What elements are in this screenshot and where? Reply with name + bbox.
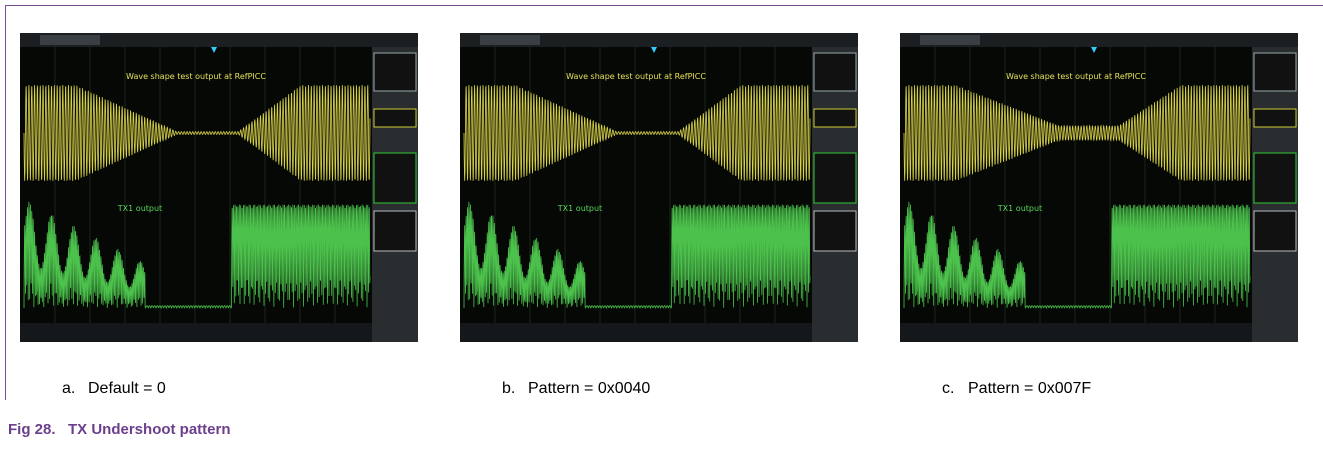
caption-text: Pattern = 0x0040	[528, 380, 651, 397]
scope-info-box	[373, 52, 417, 92]
scope-topbar	[20, 33, 418, 47]
scope-topbar	[900, 33, 1298, 47]
scope-channel: TX1 output	[117, 204, 162, 213]
scope-info-box	[813, 210, 857, 252]
trigger-marker	[651, 47, 657, 53]
scope-info-box	[1253, 152, 1297, 204]
caption: a. Default = 0	[62, 380, 166, 398]
caption-text: Default = 0	[88, 380, 166, 397]
waveform	[903, 201, 1251, 310]
scope-info-box	[373, 210, 417, 252]
caption: b. Pattern = 0x0040	[502, 380, 650, 398]
scope-bottombar	[20, 323, 372, 342]
scope-channel: TX1 output	[557, 204, 602, 213]
scope-topbar	[460, 33, 858, 47]
waveform	[23, 84, 371, 182]
scope-info-box	[373, 152, 417, 204]
scope-tab	[40, 35, 100, 45]
figure-title: Fig 28. TX Undershoot pattern	[8, 421, 231, 438]
figure-frame	[5, 5, 1323, 400]
waveform	[463, 201, 811, 310]
scope-bottombar	[460, 323, 812, 342]
scope-channel: TX1 output	[997, 204, 1042, 213]
scope-tab	[920, 35, 980, 45]
scope-title: Wave shape test output at RefPICC	[1006, 72, 1146, 81]
caption-label: a.	[62, 380, 76, 397]
scope-info-box	[1253, 210, 1297, 252]
scope-screenshot: Wave shape test output at RefPICC TX1 out…	[460, 33, 858, 342]
scope-info-box	[813, 152, 857, 204]
scope-screenshot: Wave shape test output at RefPICC TX1 out…	[20, 33, 418, 342]
waveform	[463, 84, 811, 182]
waveform	[23, 201, 371, 310]
scope-info-box	[813, 108, 857, 128]
trigger-marker	[1091, 47, 1097, 53]
caption-label: c.	[942, 380, 955, 397]
caption-text: Pattern = 0x007F	[968, 380, 1092, 397]
scope-title: Wave shape test output at RefPICC	[126, 72, 266, 81]
scope-info-box	[1253, 108, 1297, 128]
waveform	[903, 84, 1251, 182]
caption-label: b.	[502, 380, 516, 397]
scope-bottombar	[900, 323, 1252, 342]
scope-screenshot: Wave shape test output at RefPICC TX1 out…	[900, 33, 1298, 342]
scope-title: Wave shape test output at RefPICC	[566, 72, 706, 81]
scope-info-box	[813, 52, 857, 92]
caption: c. Pattern = 0x007F	[942, 380, 1091, 398]
scope-tab	[480, 35, 540, 45]
scope-info-box	[1253, 52, 1297, 92]
scope-info-box	[373, 108, 417, 128]
trigger-marker	[211, 47, 217, 53]
